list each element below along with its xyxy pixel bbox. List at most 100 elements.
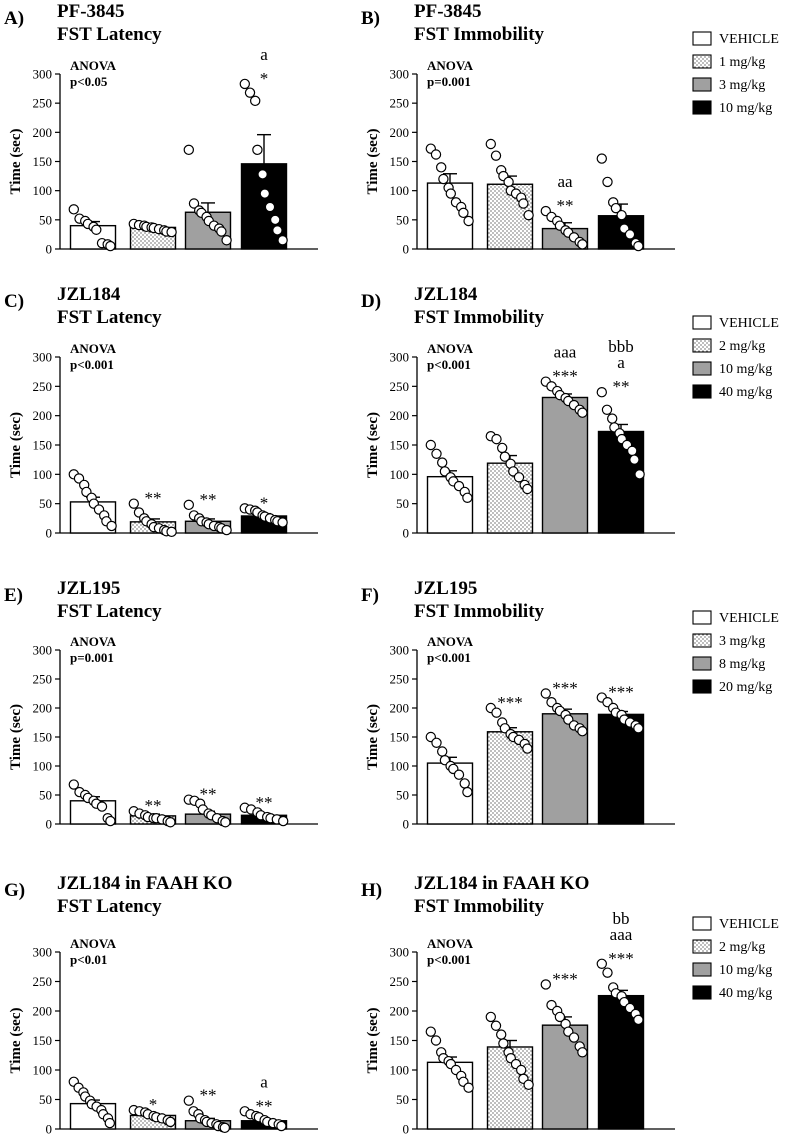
data-point bbox=[276, 1120, 287, 1132]
data-point bbox=[264, 201, 276, 213]
data-point bbox=[437, 746, 448, 757]
anova-label: ANOVA bbox=[70, 341, 117, 356]
data-point bbox=[459, 778, 470, 789]
anova-label: ANOVA bbox=[427, 341, 474, 356]
y-tick-label: 50 bbox=[39, 212, 52, 227]
y-tick-label: 150 bbox=[390, 730, 410, 745]
anova-label: ANOVA bbox=[427, 58, 474, 73]
legend-label: 8 mg/kg bbox=[719, 657, 765, 672]
significance-marker: ** bbox=[256, 793, 273, 812]
data-point bbox=[485, 138, 496, 150]
y-tick-label: 50 bbox=[39, 788, 52, 803]
panel-title-line: FST Immobility bbox=[414, 24, 545, 45]
y-tick-label: 200 bbox=[33, 125, 53, 140]
data-point bbox=[277, 517, 288, 528]
panel-title-line: JZL184 bbox=[414, 284, 478, 305]
y-tick-label: 200 bbox=[33, 1004, 53, 1019]
data-point bbox=[270, 214, 281, 226]
legend-label: 3 mg/kg bbox=[719, 78, 765, 93]
y-tick-label: 200 bbox=[33, 701, 53, 716]
data-point bbox=[485, 1011, 496, 1023]
legend-label: VEHICLE bbox=[719, 32, 779, 47]
data-point bbox=[523, 1079, 534, 1090]
y-axis-label: Time (sec) bbox=[365, 129, 381, 195]
anova-p-value: p<0.01 bbox=[70, 952, 107, 967]
y-tick-label: 100 bbox=[390, 467, 410, 482]
significance-marker: ** bbox=[256, 1096, 273, 1115]
y-axis-label: Time (sec) bbox=[365, 1008, 381, 1074]
data-point bbox=[627, 445, 638, 457]
data-point bbox=[490, 1020, 502, 1031]
bar bbox=[597, 430, 645, 534]
y-axis-label: Time (sec) bbox=[8, 412, 24, 478]
y-tick-label: 150 bbox=[390, 154, 410, 169]
data-point bbox=[523, 209, 534, 221]
data-point bbox=[188, 198, 200, 209]
legend-swatch bbox=[692, 54, 712, 69]
panel-title-line: FST Latency bbox=[57, 896, 162, 917]
data-point bbox=[601, 404, 613, 415]
significance-marker: bb bbox=[613, 909, 630, 928]
data-point bbox=[518, 198, 529, 209]
data-point bbox=[577, 407, 588, 418]
significance-marker: ** bbox=[557, 196, 574, 215]
y-tick-label: 250 bbox=[33, 974, 53, 989]
significance-marker: *** bbox=[497, 693, 523, 712]
y-tick-label: 300 bbox=[33, 67, 53, 82]
y-tick-label: 150 bbox=[390, 1033, 410, 1048]
y-tick-label: 50 bbox=[396, 1092, 409, 1107]
legend-label: 10 mg/kg bbox=[719, 101, 772, 116]
y-tick-label: 200 bbox=[33, 408, 53, 423]
data-point bbox=[497, 442, 508, 454]
data-point bbox=[104, 1117, 116, 1129]
data-point bbox=[522, 743, 533, 754]
y-tick-label: 250 bbox=[390, 379, 410, 394]
bar bbox=[541, 396, 589, 534]
data-point bbox=[221, 235, 232, 246]
data-point bbox=[491, 433, 502, 445]
y-tick-label: 100 bbox=[33, 183, 53, 198]
significance-marker: * bbox=[260, 69, 269, 88]
significance-marker: a bbox=[617, 353, 625, 372]
panel-letter: D) bbox=[361, 291, 381, 312]
y-tick-label: 150 bbox=[390, 438, 410, 453]
y-axis-label: Time (sec) bbox=[8, 129, 24, 195]
data-point bbox=[458, 207, 469, 219]
legend-swatch bbox=[692, 610, 712, 625]
y-tick-label: 0 bbox=[46, 817, 53, 832]
significance-marker: aaa bbox=[610, 925, 633, 944]
data-point bbox=[68, 779, 80, 790]
data-point bbox=[249, 95, 261, 107]
data-point bbox=[183, 144, 194, 156]
y-tick-label: 0 bbox=[46, 242, 53, 257]
data-point bbox=[610, 202, 622, 214]
data-point bbox=[596, 153, 608, 164]
significance-marker: aa bbox=[557, 172, 573, 191]
anova-p-value: p<0.05 bbox=[70, 74, 108, 89]
data-point bbox=[629, 454, 640, 465]
panel-letter: C) bbox=[4, 291, 24, 312]
data-point bbox=[91, 224, 102, 235]
significance-marker: ** bbox=[200, 785, 217, 804]
data-point bbox=[463, 1082, 474, 1093]
legend-swatch bbox=[692, 384, 712, 399]
legend-swatch bbox=[692, 361, 712, 376]
data-point bbox=[105, 815, 116, 827]
anova-p-value: p<0.001 bbox=[70, 357, 114, 372]
panel-title-line: PF-3845 bbox=[414, 1, 482, 22]
data-point bbox=[431, 737, 442, 749]
y-tick-label: 250 bbox=[390, 672, 410, 687]
legend-swatch bbox=[692, 679, 712, 694]
y-tick-label: 300 bbox=[33, 643, 53, 658]
legend-label: 10 mg/kg bbox=[719, 362, 772, 377]
bar bbox=[426, 475, 474, 534]
data-point bbox=[540, 979, 552, 990]
legend-swatch bbox=[692, 916, 712, 931]
legend-label: VEHICLE bbox=[719, 611, 779, 626]
y-tick-label: 300 bbox=[33, 350, 53, 365]
legend: VEHICLE 2 mg/kg 10 mg/kg 40 mg/kg bbox=[692, 916, 779, 1001]
